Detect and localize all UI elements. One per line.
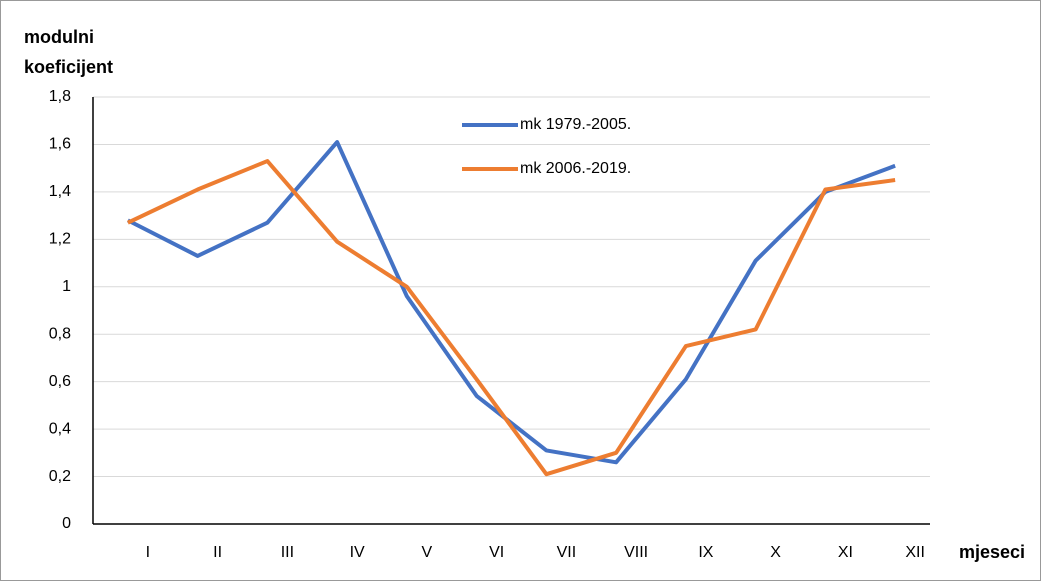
y-tick-label: 0,8	[49, 325, 71, 342]
x-tick-label: VII	[557, 544, 577, 561]
x-tick-label: XII	[905, 544, 925, 561]
y-tick-label: 0,6	[49, 373, 71, 390]
x-tick-label: XI	[838, 544, 853, 561]
x-tick-label: V	[422, 544, 433, 561]
x-tick-label: VIII	[624, 544, 648, 561]
series-line	[127, 159, 896, 477]
y-tick-label: 1	[62, 278, 71, 295]
x-tick-label: III	[281, 544, 294, 561]
x-tick-label: IV	[350, 544, 365, 561]
y-tick-label: 0,2	[49, 468, 71, 485]
y-tick-label: 1,8	[49, 88, 71, 105]
x-tick-label: IX	[698, 544, 713, 561]
y-tick-label: 1,6	[49, 136, 71, 153]
x-tick-label: VI	[489, 544, 504, 561]
y-tick-label: 1,2	[49, 231, 71, 248]
x-tick-label: X	[770, 544, 781, 561]
x-tick-label: I	[146, 544, 150, 561]
y-tick-label: 1,4	[49, 183, 71, 200]
y-tick-label: 0	[62, 515, 71, 532]
legend-label: mk 2006.-2019.	[520, 160, 631, 177]
x-tick-label: II	[213, 544, 222, 561]
x-axis-label: mjeseci	[959, 542, 1025, 562]
legend-label: mk 1979.-2005.	[520, 116, 631, 133]
series-line	[126, 140, 896, 465]
y-tick-label: 0,4	[49, 420, 71, 437]
y-axis-label: modulni koeficijent	[24, 27, 114, 77]
